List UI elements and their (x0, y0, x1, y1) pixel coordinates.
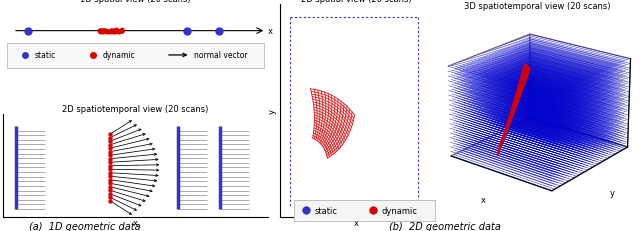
Text: dynamic: dynamic (102, 51, 135, 60)
Text: x: x (268, 27, 273, 36)
X-axis label: x: x (354, 219, 359, 228)
Title: 3D spatiotemporal view (20 scans): 3D spatiotemporal view (20 scans) (464, 2, 611, 11)
Text: (a)  1D geometric data: (a) 1D geometric data (29, 221, 140, 231)
Text: (b)  2D geometric data: (b) 2D geometric data (389, 221, 500, 231)
Text: static: static (314, 206, 337, 215)
Y-axis label: y: y (610, 188, 615, 198)
Text: normal vector: normal vector (194, 51, 248, 60)
X-axis label: x: x (480, 196, 485, 205)
X-axis label: x: x (133, 219, 138, 228)
Text: static: static (35, 51, 56, 60)
Title: 2D spatiotemporal view (20 scans): 2D spatiotemporal view (20 scans) (62, 105, 209, 114)
Title: 1D spatial view (20 scans): 1D spatial view (20 scans) (80, 0, 191, 4)
Text: dynamic: dynamic (381, 206, 418, 215)
Title: 2D spatial view (20 scans): 2D spatial view (20 scans) (301, 0, 412, 4)
FancyBboxPatch shape (7, 44, 264, 69)
Y-axis label: y: y (268, 108, 277, 113)
